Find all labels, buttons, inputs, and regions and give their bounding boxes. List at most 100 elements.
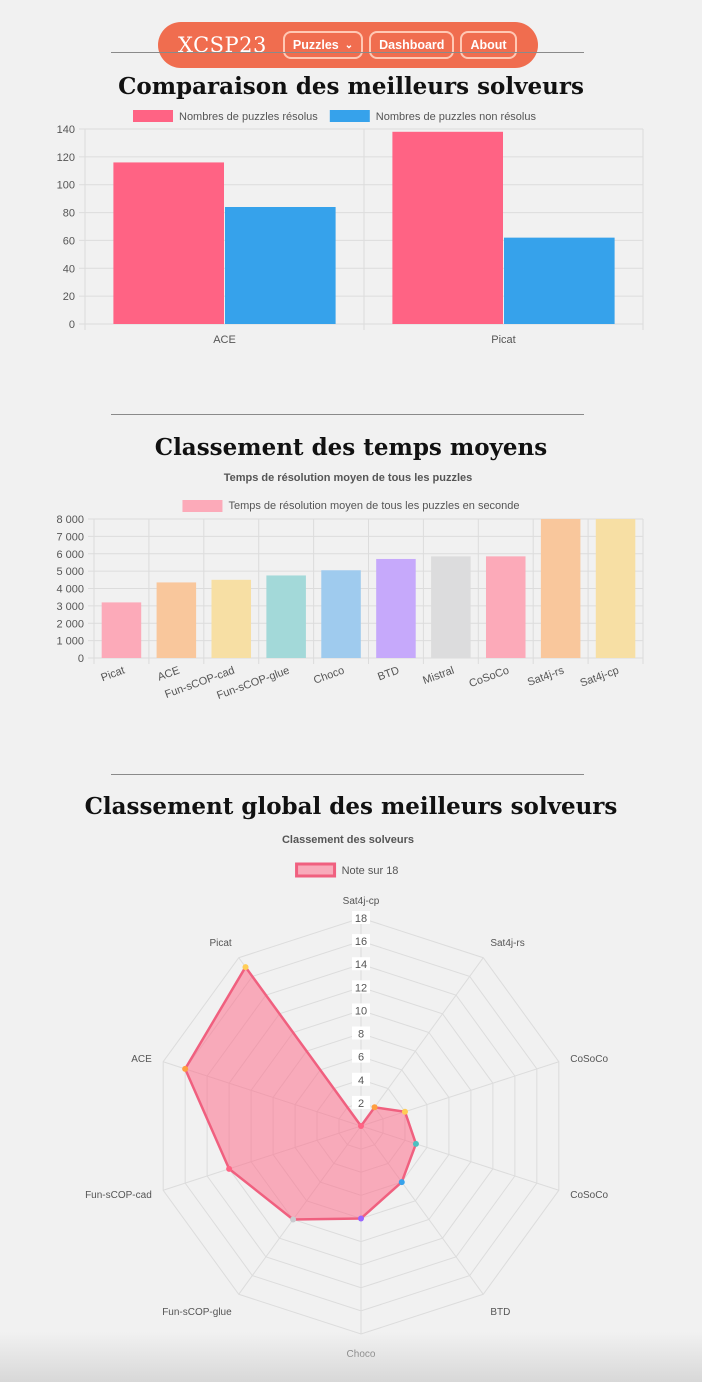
- radar-tick-label: 18: [355, 913, 367, 925]
- bar: [392, 131, 503, 324]
- bar: [504, 237, 615, 324]
- radar-tick-backdrop: [352, 957, 370, 971]
- y-tick-label: 8 000: [56, 514, 84, 526]
- bar: [266, 575, 306, 658]
- bar: [113, 162, 224, 324]
- chart-average-times: Temps de résolution moyen de tous les pu…: [56, 472, 644, 702]
- bar: [211, 579, 252, 658]
- radar-axis-label: Fun-sCOP-cad: [85, 1190, 152, 1201]
- nav-dashboard-link[interactable]: Dashboard: [369, 31, 455, 59]
- y-tick-label: 0: [69, 319, 75, 331]
- radar-tick-backdrop: [352, 934, 370, 948]
- radar-axis-label: Fun-sCOP-glue: [162, 1307, 232, 1318]
- x-tick-label: Picat: [99, 665, 126, 685]
- bar: [225, 207, 336, 324]
- x-tick-label: ACE: [213, 334, 236, 346]
- chart-title: Classement des solveurs: [282, 834, 414, 846]
- y-tick-label: 120: [57, 152, 75, 164]
- y-tick-label: 40: [63, 263, 75, 275]
- y-tick-label: 20: [63, 291, 75, 303]
- radar-axis-label: Sat4j-rs: [490, 938, 524, 949]
- radar-point: [242, 964, 249, 971]
- radar-tick-backdrop: [352, 1072, 370, 1086]
- legend-swatch: [133, 110, 173, 122]
- radar-point: [412, 1140, 419, 1147]
- radar-tick-backdrop: [352, 1049, 370, 1063]
- navbar: XCSP23 Puzzles ⌄ Dashboard About: [158, 22, 538, 68]
- radar-tick-label: 8: [358, 1029, 364, 1041]
- x-tick-label: BTD: [376, 665, 401, 684]
- radar-tick-backdrop: [352, 1095, 370, 1109]
- legend-swatch: [182, 500, 223, 512]
- radar-tick-label: 10: [355, 1005, 367, 1017]
- radar-axis-label: ACE: [131, 1054, 152, 1065]
- section-divider: [111, 52, 584, 53]
- section-title-comparison: Comparaison des meilleurs solveurs: [118, 73, 584, 100]
- radar-spoke: [360, 957, 484, 1127]
- y-tick-label: 140: [57, 124, 75, 136]
- radar-tick-label: 12: [355, 982, 367, 994]
- y-tick-label: 80: [63, 208, 75, 220]
- radar-axis-label: CoSoCo: [570, 1190, 608, 1201]
- radar-tick-backdrop: [352, 1026, 370, 1040]
- y-tick-label: 100: [57, 180, 75, 192]
- y-tick-label: 6 000: [56, 549, 84, 561]
- brand-logo[interactable]: XCSP23: [178, 33, 267, 57]
- radar-point: [182, 1065, 189, 1072]
- y-tick-label: 7 000: [56, 531, 84, 543]
- radar-axis-label: BTD: [490, 1307, 510, 1318]
- radar-point: [371, 1104, 378, 1111]
- bar: [101, 602, 142, 658]
- radar-tick-backdrop: [352, 911, 370, 924]
- section-divider: [111, 414, 584, 415]
- radar-tick-label: 6: [358, 1052, 364, 1064]
- nav-puzzles-label: Puzzles: [292, 38, 339, 52]
- radar-point: [401, 1108, 408, 1115]
- legend-label: Note sur 18: [342, 865, 399, 877]
- y-tick-label: 0: [78, 653, 84, 665]
- y-tick-label: 4 000: [56, 584, 84, 596]
- nav-puzzles-dropdown[interactable]: Puzzles ⌄: [282, 31, 364, 59]
- section-title-global-ranking: Classement global des meilleurs solveurs: [84, 793, 618, 820]
- legend-swatch: [295, 862, 337, 878]
- radar-tick-backdrop: [352, 1003, 370, 1017]
- radar-point: [358, 1215, 364, 1222]
- bar: [485, 556, 526, 658]
- bar: [595, 519, 636, 658]
- x-tick-label: Choco: [312, 665, 346, 687]
- radar-axis-label: CoSoCo: [570, 1054, 608, 1065]
- legend-label: Nombres de puzzles résolus: [179, 111, 318, 123]
- y-tick-label: 1 000: [56, 636, 84, 648]
- nav-about-label: About: [470, 38, 507, 52]
- chart-solver-comparison: Nombres de puzzles résolus Nombres de puz…: [57, 110, 644, 346]
- x-tick-label: Picat: [491, 334, 515, 346]
- x-tick-label: ACE: [156, 665, 181, 684]
- y-tick-label: 2 000: [56, 618, 84, 630]
- nav-dashboard-label: Dashboard: [379, 38, 445, 52]
- y-tick-label: 3 000: [56, 601, 84, 613]
- bar: [321, 570, 361, 658]
- page-bottom-shade: [0, 1332, 702, 1382]
- x-tick-label: Sat4j-rs: [526, 664, 566, 688]
- x-tick-label: Sat4j-cp: [579, 665, 621, 690]
- radar-point: [226, 1165, 233, 1172]
- x-tick-label: Mistral: [421, 665, 456, 687]
- radar-tick-label: 2: [358, 1098, 364, 1110]
- chevron-down-icon: ⌄: [344, 39, 354, 51]
- nav-about-link[interactable]: About: [460, 31, 517, 59]
- radar-axis-label: Picat: [209, 938, 231, 949]
- radar-axis-label: Sat4j-cp: [343, 896, 380, 907]
- radar-point: [290, 1216, 297, 1223]
- y-tick-label: 5 000: [56, 566, 84, 578]
- radar-point: [398, 1179, 405, 1186]
- y-tick-label: 60: [63, 235, 75, 247]
- radar-tick-label: 14: [355, 959, 367, 971]
- legend-label: Nombres de puzzles non résolus: [376, 111, 537, 123]
- radar-data-area: [183, 965, 418, 1221]
- chart-title: Temps de résolution moyen de tous les pu…: [224, 472, 473, 484]
- bar: [376, 558, 416, 658]
- bar: [156, 582, 197, 658]
- section-title-average-times: Classement des temps moyens: [154, 434, 548, 461]
- radar-tick-label: 16: [355, 936, 367, 948]
- section-divider: [111, 774, 584, 775]
